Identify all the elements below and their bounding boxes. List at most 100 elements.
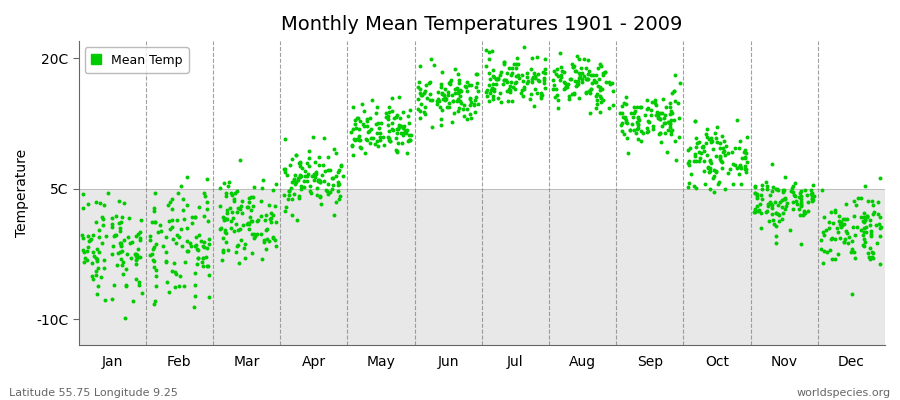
Point <box>460 79 474 86</box>
Point <box>300 178 314 184</box>
Point <box>168 271 183 278</box>
Point <box>238 245 252 252</box>
Point <box>794 200 808 207</box>
Point <box>794 199 808 205</box>
Point <box>822 224 836 231</box>
Point <box>364 135 379 142</box>
Point <box>862 244 877 251</box>
Point <box>656 114 670 121</box>
Point <box>217 217 231 224</box>
Point <box>269 242 284 249</box>
Point <box>794 241 808 247</box>
Point <box>354 144 368 150</box>
Point <box>470 71 484 77</box>
Point <box>778 174 793 180</box>
Point <box>179 202 194 208</box>
Point <box>652 115 666 122</box>
Point <box>572 70 586 76</box>
Point <box>130 231 145 237</box>
Point <box>738 146 752 153</box>
Point <box>652 116 667 122</box>
Point <box>115 270 130 277</box>
Point <box>557 80 572 86</box>
Point <box>860 214 874 221</box>
Point <box>770 187 785 194</box>
Point <box>672 80 687 86</box>
Point <box>259 226 274 232</box>
Point <box>536 80 551 86</box>
Point <box>775 189 789 195</box>
Point <box>232 260 247 266</box>
Point <box>130 252 145 258</box>
Point <box>748 206 762 212</box>
Point <box>844 291 859 298</box>
Point <box>400 126 414 133</box>
Point <box>706 174 721 181</box>
Point <box>850 195 865 201</box>
Point <box>457 112 472 119</box>
Point <box>767 221 781 228</box>
Point <box>202 235 216 242</box>
Point <box>294 165 309 171</box>
Point <box>390 112 404 118</box>
Point <box>430 96 445 102</box>
Point <box>593 84 608 90</box>
Point <box>845 238 859 244</box>
Point <box>550 92 564 98</box>
Point <box>537 74 552 81</box>
Point <box>869 240 884 246</box>
Point <box>109 232 123 239</box>
Point <box>351 136 365 142</box>
Point <box>618 114 633 120</box>
Text: worldspecies.org: worldspecies.org <box>796 388 891 398</box>
Point <box>359 136 374 142</box>
Point <box>98 233 112 239</box>
Point <box>129 251 143 257</box>
Point <box>108 232 122 238</box>
Point <box>238 241 252 248</box>
Point <box>753 201 768 207</box>
Point <box>765 202 779 208</box>
Point <box>423 78 437 85</box>
Point <box>312 154 327 160</box>
Point <box>652 115 666 122</box>
Point <box>176 207 190 213</box>
Point <box>574 70 589 76</box>
Point <box>89 267 104 274</box>
Point <box>111 250 125 257</box>
Point <box>280 172 294 178</box>
Point <box>220 246 235 253</box>
Point <box>582 90 597 96</box>
Point <box>287 175 302 182</box>
Point <box>784 188 798 194</box>
Point <box>739 166 753 172</box>
Point <box>334 162 348 169</box>
Point <box>439 96 454 102</box>
Point <box>336 172 350 179</box>
Point <box>778 195 793 201</box>
Point <box>383 138 398 144</box>
Point <box>580 71 595 77</box>
Point <box>130 261 144 267</box>
Point <box>318 168 332 174</box>
Point <box>854 214 868 220</box>
Point <box>180 224 194 231</box>
Point <box>441 100 455 106</box>
Point <box>760 183 774 190</box>
Point <box>107 282 122 288</box>
Point <box>191 255 205 261</box>
Point <box>751 203 765 209</box>
Point <box>415 91 429 98</box>
Point <box>777 187 791 194</box>
Point <box>692 139 706 146</box>
Point <box>428 62 442 68</box>
Point <box>397 123 411 129</box>
Point <box>554 72 569 78</box>
Point <box>196 239 211 245</box>
Point <box>430 89 445 96</box>
Point <box>165 224 179 230</box>
Point <box>446 98 461 104</box>
Point <box>797 210 812 216</box>
Point <box>713 145 727 151</box>
Point <box>467 101 482 108</box>
